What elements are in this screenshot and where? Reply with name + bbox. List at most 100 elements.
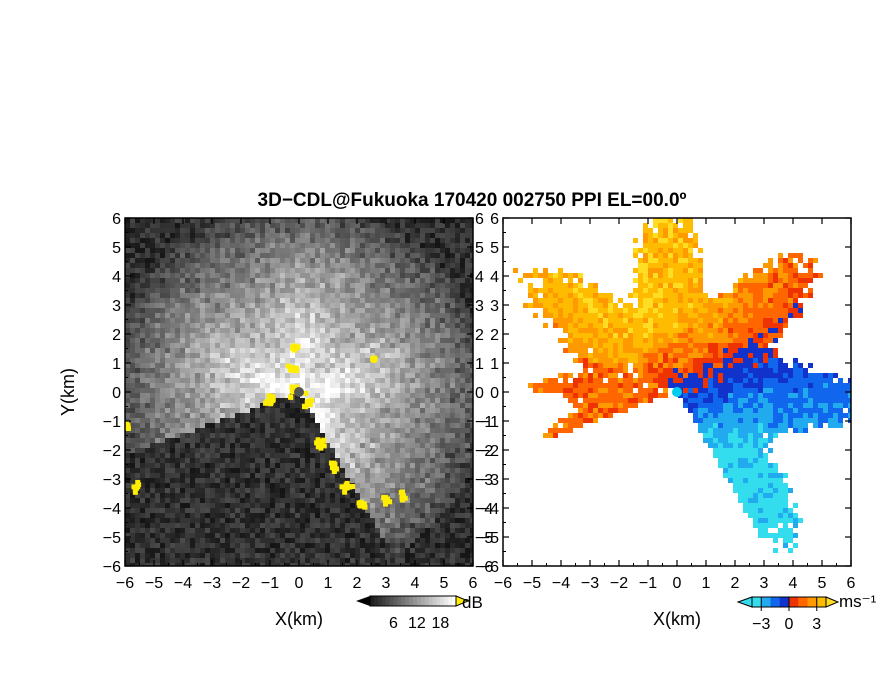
reflectivity-cell — [220, 483, 225, 488]
reflectivity-cell — [225, 513, 230, 518]
reflectivity-cell — [425, 328, 430, 333]
reflectivity-cell — [350, 443, 355, 448]
reflectivity-cell — [415, 218, 420, 223]
reflectivity-cell — [215, 473, 220, 478]
reflectivity-cell — [180, 528, 185, 533]
reflectivity-cell — [320, 513, 325, 518]
reflectivity-image — [125, 218, 473, 566]
reflectivity-cell — [445, 423, 450, 428]
reflectivity-cell — [235, 258, 240, 263]
reflectivity-cell — [250, 493, 255, 498]
reflectivity-cell — [335, 448, 340, 453]
reflectivity-cell — [155, 533, 160, 538]
reflectivity-cell — [205, 508, 210, 513]
reflectivity-cell — [195, 408, 200, 413]
reflectivity-cell — [400, 503, 405, 508]
reflectivity-cell — [345, 413, 350, 418]
reflectivity-cell — [255, 478, 260, 483]
reflectivity-cell — [400, 428, 405, 433]
reflectivity-cell — [290, 453, 295, 458]
reflectivity-cell — [170, 443, 175, 448]
reflectivity-cell — [170, 273, 175, 278]
reflectivity-cell — [425, 308, 430, 313]
reflectivity-cell — [370, 273, 375, 278]
reflectivity-cell — [265, 388, 270, 393]
reflectivity-cell — [245, 273, 250, 278]
reflectivity-cell — [325, 473, 330, 478]
reflectivity-cell — [280, 298, 285, 303]
reflectivity-cell — [265, 378, 270, 383]
reflectivity-cell — [305, 508, 310, 513]
reflectivity-cell — [165, 308, 170, 313]
reflectivity-cell — [405, 548, 410, 553]
reflectivity-cell — [145, 483, 150, 488]
reflectivity-cell — [155, 333, 160, 338]
reflectivity-cell — [165, 368, 170, 373]
reflectivity-cell — [255, 228, 260, 233]
reflectivity-cell — [145, 218, 150, 223]
reflectivity-cell — [435, 333, 440, 338]
reflectivity-cell — [300, 373, 305, 378]
reflectivity-cell — [360, 348, 365, 353]
reflectivity-cell — [365, 318, 370, 323]
reflectivity-cell — [220, 258, 225, 263]
reflectivity-cell — [290, 273, 295, 278]
reflectivity-cell — [265, 548, 270, 553]
reflectivity-cell — [420, 288, 425, 293]
reflectivity-cell — [265, 268, 270, 273]
reflectivity-cell — [215, 498, 220, 503]
reflectivity-cell — [380, 513, 385, 518]
reflectivity-cell — [340, 498, 345, 503]
reflectivity-cell — [190, 418, 195, 423]
reflectivity-cell — [435, 533, 440, 538]
reflectivity-cell — [415, 433, 420, 438]
reflectivity-cell — [435, 483, 440, 488]
reflectivity-cell — [140, 383, 145, 388]
reflectivity-cell — [170, 428, 175, 433]
reflectivity-cell — [260, 268, 265, 273]
reflectivity-cell — [430, 563, 435, 566]
reflectivity-cell — [165, 233, 170, 238]
reflectivity-cell — [210, 223, 215, 228]
reflectivity-cell — [270, 243, 275, 248]
reflectivity-cell — [405, 293, 410, 298]
reflectivity-cell — [365, 308, 370, 313]
reflectivity-cell — [405, 543, 410, 548]
reflectivity-cell — [160, 273, 165, 278]
reflectivity-cell — [175, 538, 180, 543]
reflectivity-cell — [295, 348, 300, 353]
reflectivity-cell — [445, 473, 450, 478]
reflectivity-cell — [215, 238, 220, 243]
reflectivity-cell — [335, 563, 340, 566]
reflectivity-cell — [440, 283, 445, 288]
reflectivity-cell — [390, 358, 395, 363]
reflectivity-cell — [230, 488, 235, 493]
reflectivity-cell — [380, 258, 385, 263]
reflectivity-cell — [390, 253, 395, 258]
reflectivity-cell — [380, 503, 385, 508]
reflectivity-cell — [450, 433, 455, 438]
reflectivity-cell — [265, 333, 270, 338]
reflectivity-cell — [230, 338, 235, 343]
reflectivity-cell — [130, 303, 135, 308]
reflectivity-cell — [225, 223, 230, 228]
reflectivity-cell — [175, 423, 180, 428]
reflectivity-cell — [280, 453, 285, 458]
reflectivity-cell — [260, 273, 265, 278]
reflectivity-cell — [410, 358, 415, 363]
reflectivity-cell — [125, 313, 130, 318]
reflectivity-cell — [130, 263, 135, 268]
reflectivity-cell — [400, 313, 405, 318]
reflectivity-cell — [235, 433, 240, 438]
reflectivity-cell — [335, 473, 340, 478]
reflectivity-cell — [195, 283, 200, 288]
reflectivity-cell — [335, 423, 340, 428]
reflectivity-cell — [250, 458, 255, 463]
reflectivity-cell — [220, 433, 225, 438]
reflectivity-cell — [240, 233, 245, 238]
reflectivity-cell — [265, 418, 270, 423]
reflectivity-cell — [240, 228, 245, 233]
reflectivity-cell — [210, 438, 215, 443]
reflectivity-cell — [440, 348, 445, 353]
reflectivity-cell — [270, 438, 275, 443]
